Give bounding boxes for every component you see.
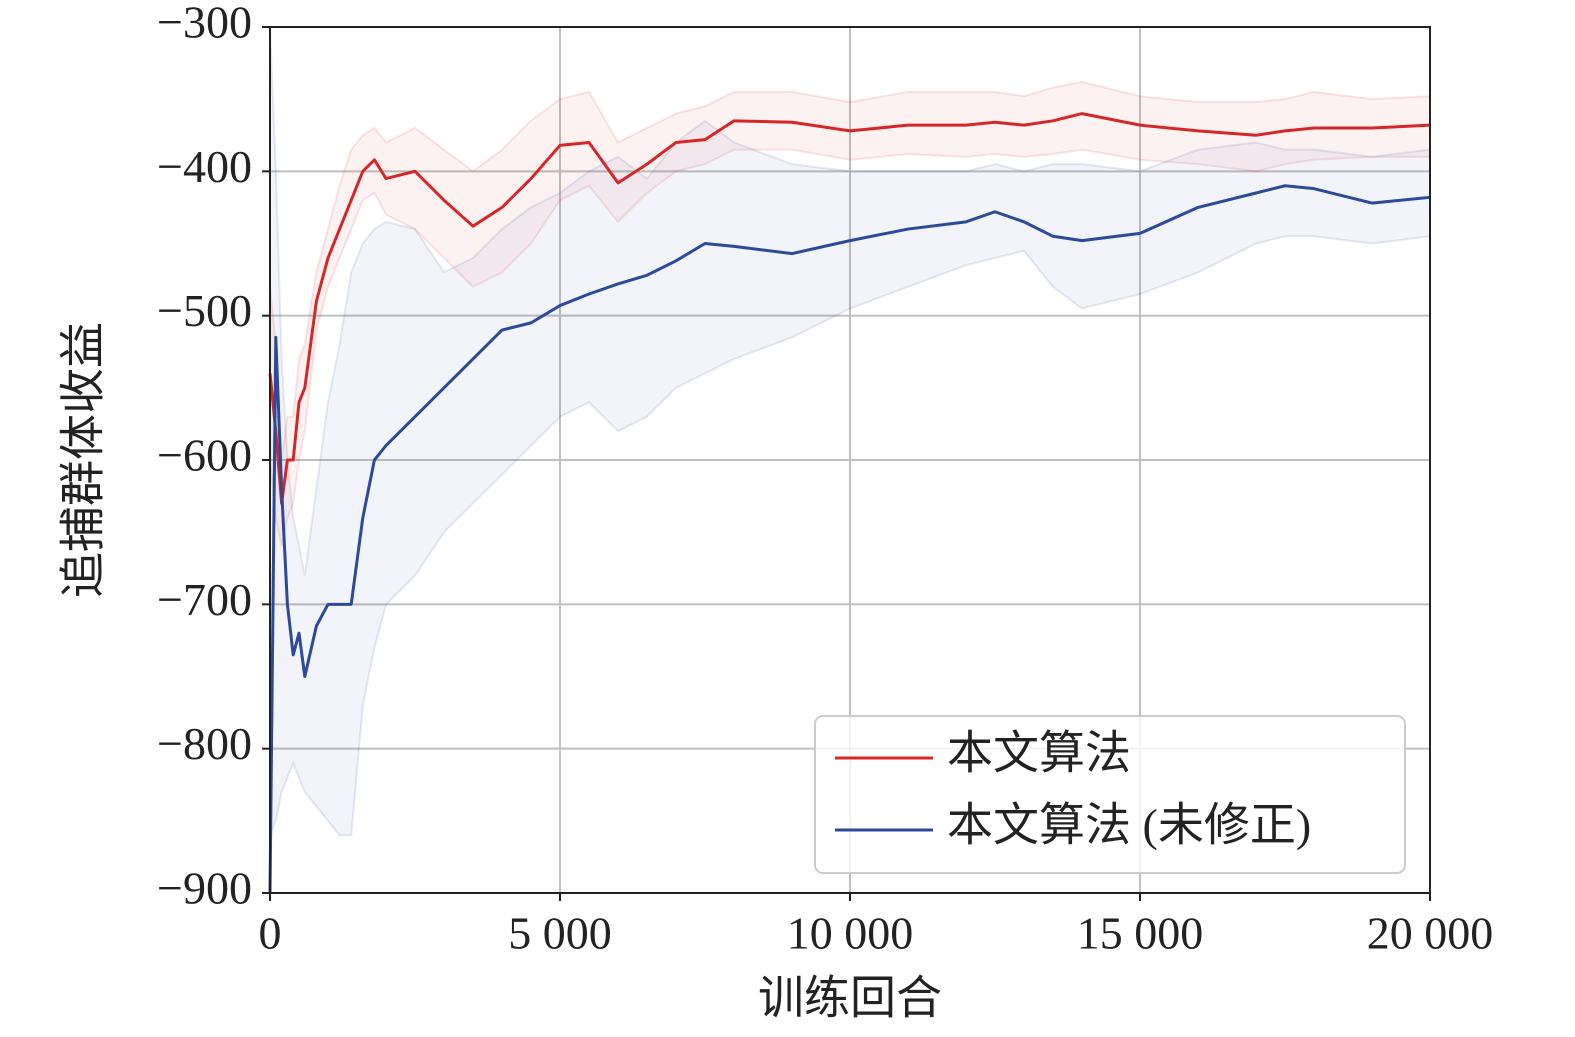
legend-label: 本文算法 (未修正) [947, 800, 1311, 851]
plot-frame [269, 26, 1431, 894]
y-tick-label: −300 [157, 0, 252, 48]
x-tick-label: 15 000 [1077, 908, 1204, 959]
x-tick-label: 5 000 [508, 908, 612, 959]
x-tick-label: 10 000 [787, 908, 914, 959]
legend-box [814, 715, 1406, 874]
legend-label: 本文算法 [947, 728, 1131, 779]
y-tick-label: −500 [157, 285, 252, 336]
line [268, 184, 1431, 894]
y-tick-label: −400 [157, 141, 252, 192]
y-tick-label: −900 [157, 863, 252, 914]
y-tick-label: −800 [157, 718, 252, 769]
line [268, 112, 1431, 505]
x-tick-label: 20 000 [1367, 908, 1494, 959]
x-tick-label: 0 [259, 908, 282, 959]
x-axis-label: 训练回合 [758, 973, 942, 1024]
y-tick-label: −700 [157, 574, 252, 625]
y-axis-label: 追捕群体收益 [58, 322, 109, 598]
y-tick-label: −600 [157, 430, 252, 481]
